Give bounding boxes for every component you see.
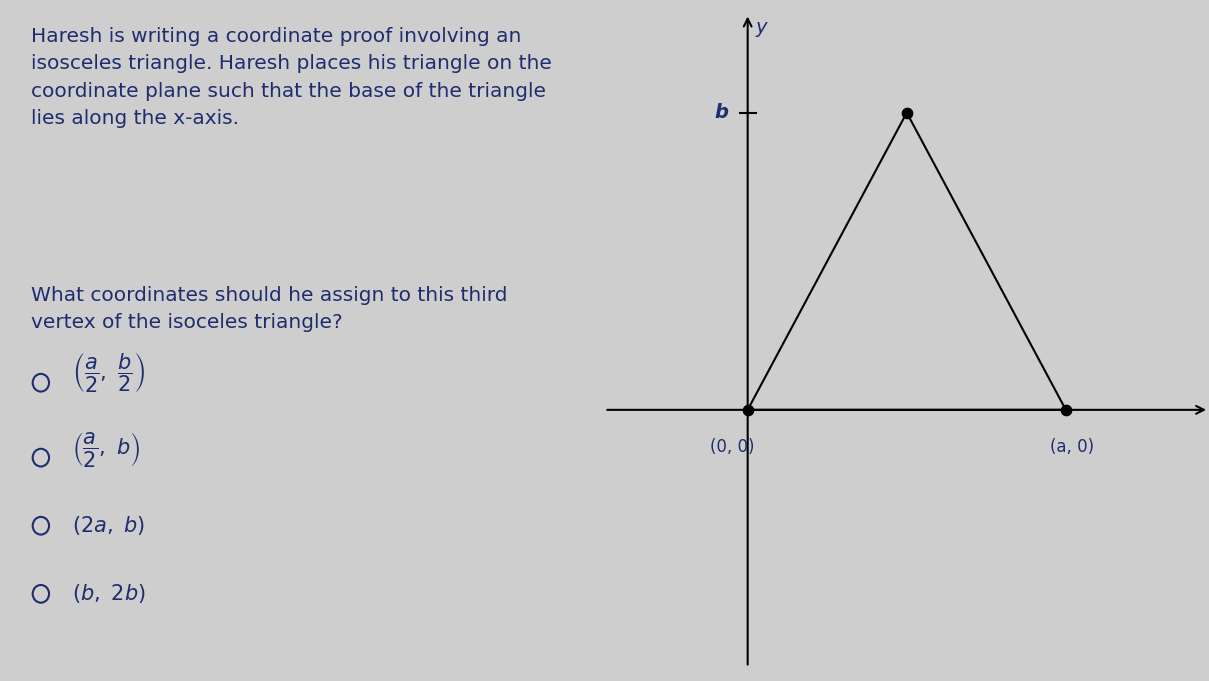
Text: y: y	[756, 18, 768, 37]
Text: $(2a,\ b)$: $(2a,\ b)$	[73, 513, 145, 537]
Text: Haresh is writing a coordinate proof involving an
isosceles triangle. Haresh pla: Haresh is writing a coordinate proof inv…	[31, 27, 553, 128]
Text: (0, 0): (0, 0)	[710, 438, 754, 456]
Text: b: b	[715, 104, 729, 122]
Text: $\left(\dfrac{a}{2},\ b\right)$: $\left(\dfrac{a}{2},\ b\right)$	[73, 430, 140, 469]
Text: $\left(\dfrac{a}{2},\ \dfrac{b}{2}\right)$: $\left(\dfrac{a}{2},\ \dfrac{b}{2}\right…	[73, 351, 145, 394]
Text: $(b,\ 2b)$: $(b,\ 2b)$	[73, 582, 146, 605]
Point	[897, 107, 916, 118]
Text: What coordinates should he assign to this third
vertex of the isoceles triangle?: What coordinates should he assign to thi…	[31, 286, 508, 332]
Point	[1057, 405, 1076, 415]
Text: (a, 0): (a, 0)	[1051, 438, 1094, 456]
Point	[737, 405, 757, 415]
